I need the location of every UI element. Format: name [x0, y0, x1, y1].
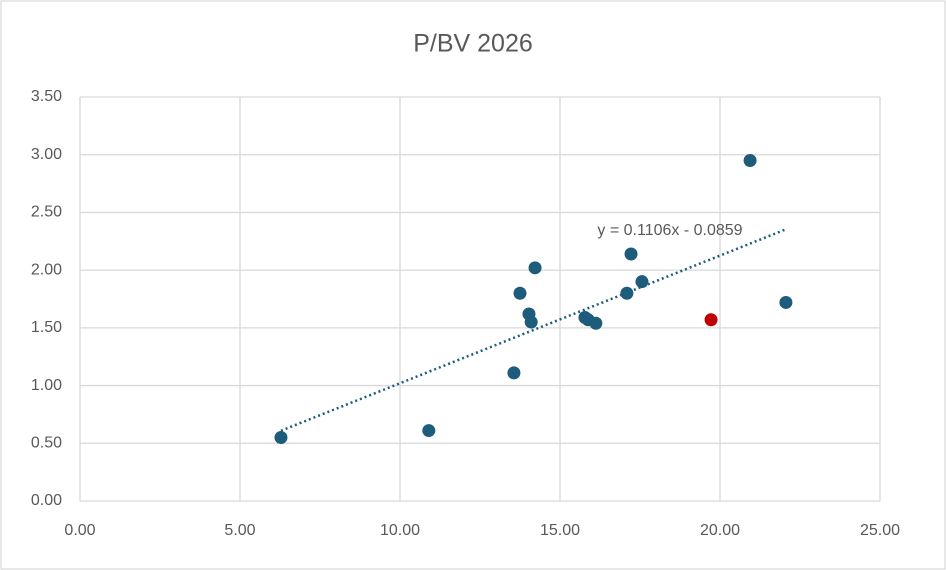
- data-point: [274, 431, 288, 445]
- data-point: [704, 313, 718, 327]
- y-tick-label: 3.50: [31, 88, 62, 105]
- data-point: [743, 153, 757, 167]
- x-tick-label: 5.00: [224, 522, 255, 539]
- y-tick-label: 0.50: [31, 435, 62, 452]
- data-point: [589, 316, 603, 330]
- trendline: [280, 228, 787, 432]
- y-tick-label: 0.00: [31, 492, 62, 509]
- x-tick-label: 25.00: [860, 522, 900, 539]
- x-tick-label: 0.00: [64, 522, 95, 539]
- trendline-label: y = 0.1106x - 0.0859: [597, 222, 742, 239]
- data-point: [528, 261, 542, 275]
- data-point: [524, 315, 538, 329]
- data-point: [507, 366, 521, 380]
- y-tick-label: 3.00: [31, 146, 62, 163]
- chart-title: P/BV 2026: [413, 30, 533, 58]
- x-tick-label: 20.00: [700, 522, 740, 539]
- y-tick-label: 2.00: [31, 261, 62, 278]
- data-point: [635, 275, 649, 289]
- y-tick-label: 1.00: [31, 377, 62, 394]
- data-point: [513, 286, 527, 300]
- x-tick-label: 10.00: [380, 522, 420, 539]
- data-point: [624, 247, 638, 261]
- data-point: [620, 286, 634, 300]
- data-point: [779, 295, 793, 309]
- y-tick-label: 1.50: [31, 319, 62, 336]
- data-point: [422, 424, 436, 438]
- y-tick-label: 2.50: [31, 204, 62, 221]
- x-tick-label: 15.00: [540, 522, 580, 539]
